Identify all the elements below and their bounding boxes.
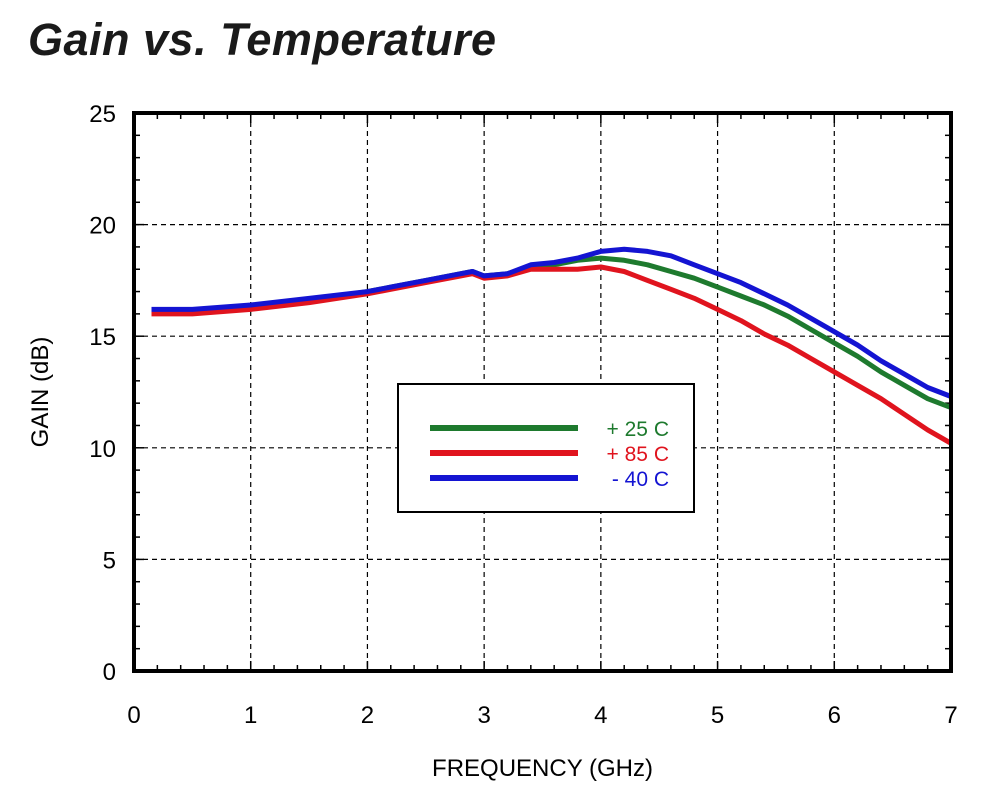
- y-axis-label: GAIN (dB): [27, 337, 54, 448]
- x-tick-label: 3: [477, 702, 490, 729]
- x-tick-label: 1: [244, 702, 257, 729]
- x-tick-label: 0: [127, 702, 140, 729]
- y-tick-label: 15: [89, 324, 116, 351]
- x-tick-label: 7: [944, 702, 957, 729]
- y-tick-label: 20: [89, 213, 116, 240]
- x-tick-label: 5: [711, 702, 724, 729]
- x-tick-label: 2: [361, 702, 374, 729]
- series-line: [151, 246, 952, 399]
- plot-frame: [132, 111, 953, 673]
- y-tick-label: 5: [103, 547, 116, 574]
- legend-label: + 25 C: [607, 418, 669, 441]
- y-tick-label: 10: [89, 436, 116, 463]
- chart-title: Gain vs. Temperature: [28, 14, 497, 65]
- x-tick-labels: 0 1 2 3 4 5 6 7: [127, 702, 957, 729]
- x-tick-label: 6: [828, 702, 841, 729]
- x-axis-label: FREQUENCY (GHz): [432, 755, 653, 782]
- legend-box: [397, 383, 695, 513]
- y-tick-label: 25: [89, 101, 116, 128]
- x-tick-label: 4: [594, 702, 607, 729]
- y-tick-labels: 0 5 10 15 20 25: [89, 101, 116, 686]
- y-tick-label: 0: [103, 659, 116, 686]
- series-lines: [151, 246, 953, 446]
- legend: + 25 C+ 85 C- 40 C: [397, 383, 695, 513]
- legend-label: + 85 C: [607, 443, 669, 466]
- legend-label: - 40 C: [612, 468, 669, 491]
